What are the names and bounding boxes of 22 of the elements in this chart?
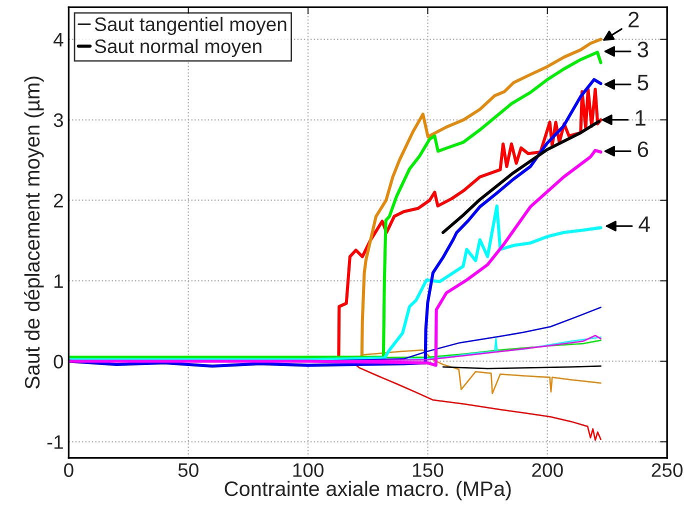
x-tick-label: 250 (652, 463, 683, 477)
x-tick-label: 50 (178, 463, 198, 477)
x-axis-title: Contrainte axiale macro. (MPa) (224, 480, 511, 500)
legend-label: Saut tangentiel moyen (94, 16, 286, 35)
y-tick-label: 4 (53, 33, 64, 46)
legend-label: Saut normal moyen (94, 38, 262, 58)
y-tick-label: -1 (47, 435, 63, 449)
annotation: 1 (636, 110, 646, 126)
annotation: 2 (628, 12, 639, 28)
annotation: 6 (638, 141, 648, 158)
annotation: 4 (638, 216, 650, 232)
annotation: 5 (638, 74, 648, 90)
y-tick-label: 2 (54, 194, 63, 208)
y-axis-title: Saut de déplacement moyen (µm) (24, 76, 44, 389)
x-tick-label: 150 (412, 463, 444, 477)
y-tick-label: 1 (54, 274, 63, 288)
x-tick-label: 100 (293, 463, 324, 477)
y-tick-label: 0 (54, 354, 64, 369)
x-tick-label: 0 (64, 463, 74, 477)
x-tick-label: 200 (532, 463, 563, 477)
y-tick-label: 3 (54, 113, 63, 128)
annotation: 3 (638, 42, 648, 58)
